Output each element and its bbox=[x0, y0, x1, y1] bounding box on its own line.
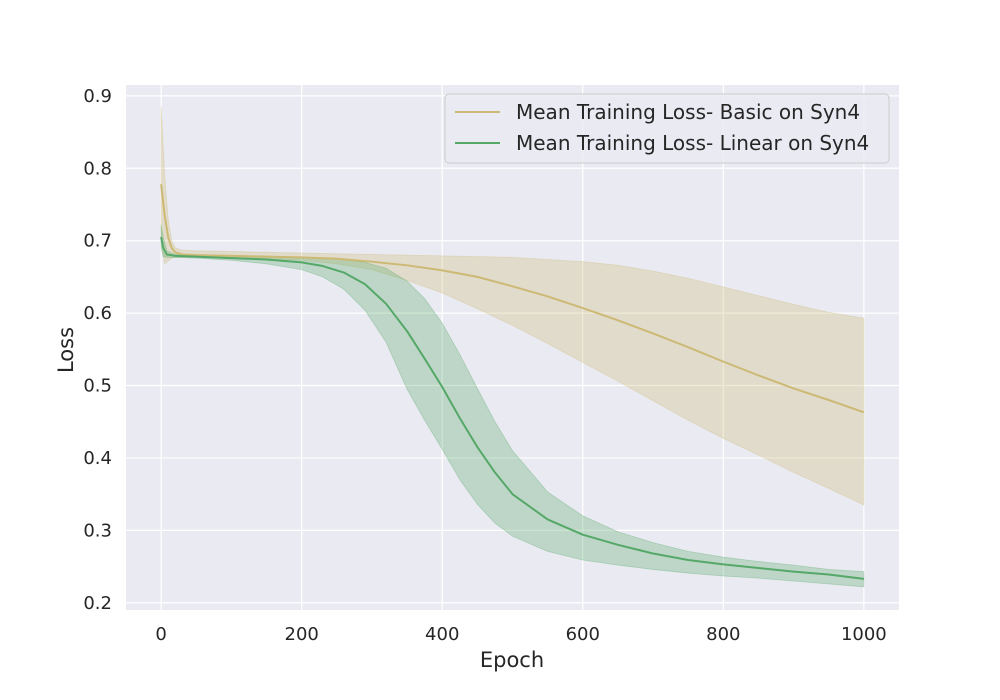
y-axis-label: Loss bbox=[54, 327, 78, 373]
x-tick-label: 800 bbox=[706, 624, 740, 645]
x-axis-ticks: 0 200 400 600 800 1000 bbox=[155, 624, 886, 645]
x-tick-label: 600 bbox=[566, 624, 600, 645]
y-tick-label: 0.7 bbox=[83, 231, 112, 252]
y-tick-label: 0.4 bbox=[83, 448, 112, 469]
series-lines bbox=[160, 184, 865, 580]
y-tick-label: 0.6 bbox=[83, 303, 112, 324]
x-tick-label: 400 bbox=[425, 624, 459, 645]
series-line-basic bbox=[160, 184, 865, 414]
x-tick-label: 200 bbox=[285, 624, 319, 645]
x-tick-label: 1000 bbox=[841, 624, 887, 645]
legend-label-linear: Mean Training Loss- Linear on Syn4 bbox=[516, 131, 869, 155]
legend-label-basic: Mean Training Loss- Basic on Syn4 bbox=[516, 100, 860, 124]
y-axis-ticks: 0.2 0.3 0.4 0.5 0.6 0.7 0.8 0.9 bbox=[83, 86, 112, 614]
legend-box bbox=[444, 93, 890, 164]
grid-lines bbox=[126, 85, 899, 610]
y-tick-label: 0.9 bbox=[83, 86, 112, 107]
y-tick-label: 0.5 bbox=[83, 376, 112, 397]
y-tick-label: 0.2 bbox=[83, 593, 112, 614]
y-tick-label: 0.3 bbox=[83, 520, 112, 541]
x-tick-label: 0 bbox=[155, 624, 166, 645]
series-line-linear bbox=[160, 236, 864, 580]
plot-area bbox=[126, 85, 899, 610]
y-tick-label: 0.8 bbox=[83, 158, 112, 179]
legend: Mean Training Loss- Basic on Syn4 Mean T… bbox=[444, 93, 890, 164]
x-axis-label: Epoch bbox=[480, 648, 544, 672]
